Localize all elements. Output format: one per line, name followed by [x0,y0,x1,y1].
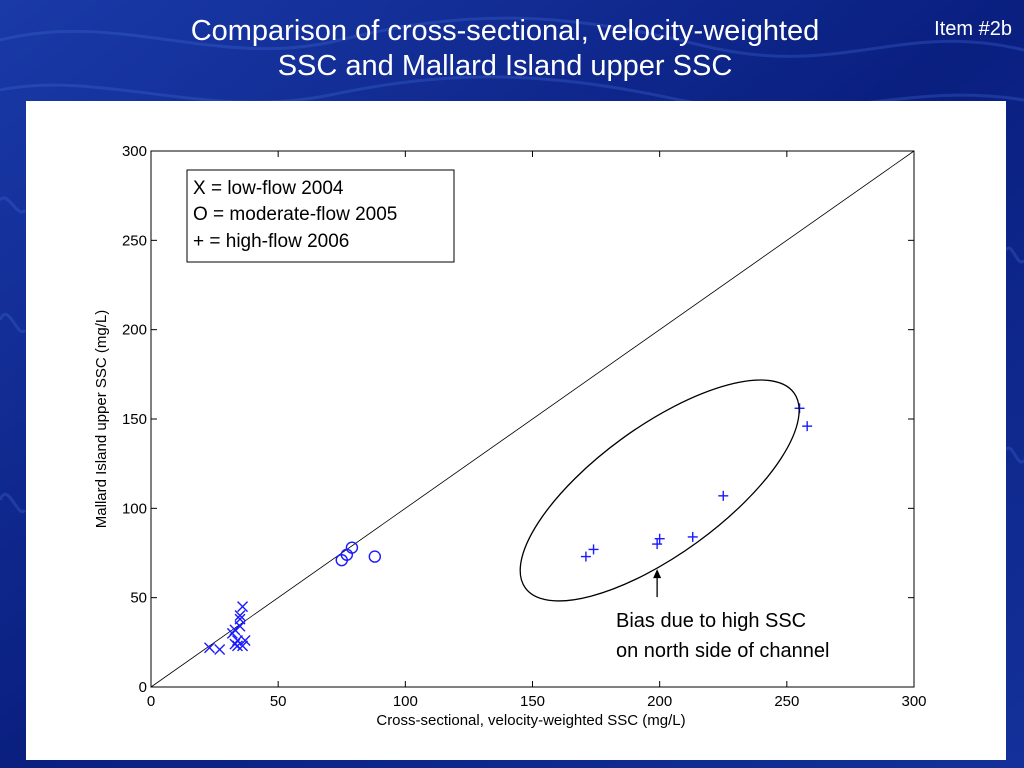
point-high-flow-2006 [687,531,698,542]
x-axis-label: Cross-sectional, velocity-weighted SSC (… [376,712,685,729]
point-high-flow-2006 [588,544,599,555]
x-tick-label: 0 [147,693,155,710]
y-tick-label: 200 [122,322,147,339]
annotation: Bias due to high SSC on north side of ch… [616,569,830,662]
annotation-line1: Bias due to high SSC [616,610,806,632]
data-points [204,403,813,655]
axes: 0 50 100 150 200 250 300 0 50 100 150 200 250 300 [122,143,927,710]
x-tick-label: 100 [393,693,418,710]
one-to-one-line-path [150,150,915,688]
y-tick-label: 150 [122,411,147,428]
slide-title-line1: Comparison of cross-sectional, velocity-… [190,15,820,47]
point-low-flow-2004 [234,610,246,622]
x-tick-label: 300 [901,693,926,710]
plot-panel: 0 50 100 150 200 250 300 0 50 100 150 200 250 300 X =… [26,101,1006,760]
one-to-one-line [150,150,915,688]
highlight-ellipse [519,379,800,602]
y-tick-label: 100 [122,500,147,517]
point-high-flow-2006 [654,533,665,544]
point-low-flow-2004 [214,643,226,655]
point-low-flow-2004 [231,640,243,652]
legend-entry-high-flow: + = high-flow 2006 [193,231,349,252]
y-tick-label: 250 [122,232,147,249]
annotation-arrow-head [653,569,662,579]
point-low-flow-2004 [234,613,246,625]
x-tick-label: 50 [270,693,287,710]
point-high-flow-2006 [802,421,813,432]
point-moderate-flow-2005 [345,541,359,554]
y-tick-label: 50 [130,590,147,607]
x-tick-label: 150 [520,693,545,710]
point-low-flow-2004 [237,601,249,613]
legend-entry-moderate-flow: O = moderate-flow 2005 [193,204,397,225]
legend-box [186,169,455,263]
legend-entry-low-flow: X = low-flow 2004 [193,178,344,199]
highlight-ellipse-shape [519,379,800,602]
item-tag: Item #2b [934,18,1012,40]
point-low-flow-2004 [237,640,249,652]
slide-title-line2: SSC and Mallard Island upper SSC [277,50,733,82]
x-tick-label: 200 [647,693,672,710]
y-tick-label: 0 [139,679,147,696]
point-low-flow-2004 [204,642,215,654]
x-tick-label: 250 [774,693,799,710]
point-high-flow-2006 [652,539,663,550]
point-low-flow-2004 [229,624,241,636]
annotation-line2: on north side of channel [616,640,830,662]
slide-title: Comparison of cross-sectional, velocity-… [110,14,900,84]
point-low-flow-2004 [239,635,251,647]
y-tick-label: 300 [122,143,147,160]
scatter-chart: 0 50 100 150 200 250 300 0 50 100 150 200 250 300 X =… [93,143,927,729]
legend: X = low-flow 2004 O = moderate-flow 2005… [186,169,455,263]
point-high-flow-2006 [718,490,729,501]
y-axis-label: Mallard Island upper SSC (mg/L) [93,310,110,528]
point-moderate-flow-2005 [368,550,382,563]
point-high-flow-2006 [580,551,591,562]
